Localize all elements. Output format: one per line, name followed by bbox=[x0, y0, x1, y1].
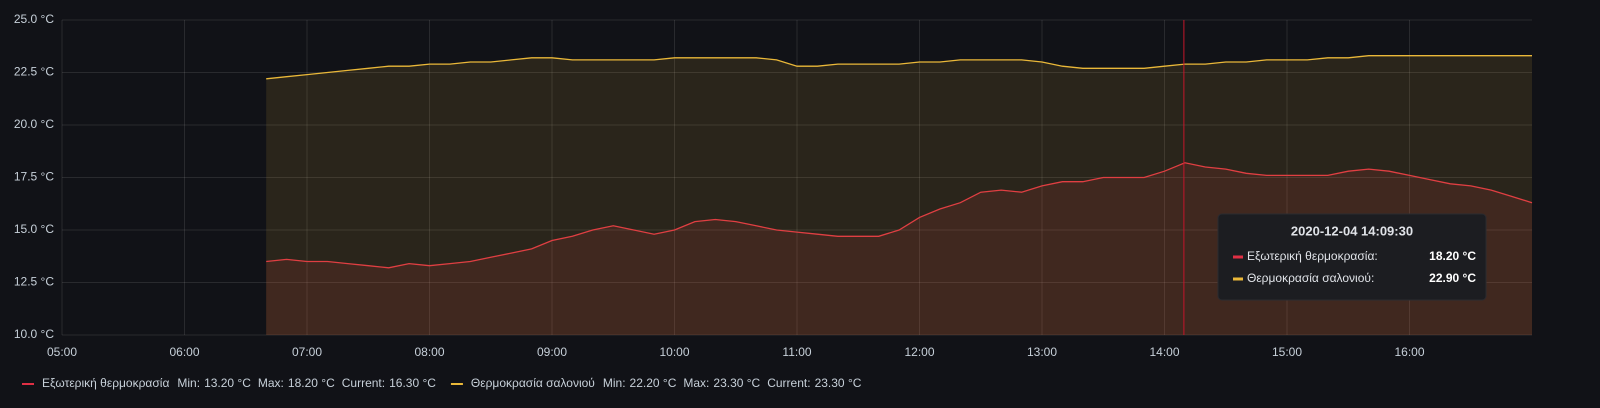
legend-stat-name: Min: bbox=[603, 376, 626, 390]
legend-stat-value: 22.20 °C bbox=[630, 376, 677, 390]
x-tick-label: 11:00 bbox=[782, 345, 811, 359]
tooltip-name: Εξωτερική θερμοκρασία: bbox=[1247, 249, 1378, 263]
series-area bbox=[266, 55, 1533, 335]
y-tick-label: 22.5 °C bbox=[14, 65, 54, 79]
tooltip-value: 18.20 °C bbox=[1429, 249, 1476, 263]
legend-stat-name: Min: bbox=[177, 376, 200, 390]
legend-stat-name: Current: bbox=[342, 376, 385, 390]
y-tick-label: 15.0 °C bbox=[14, 222, 54, 236]
x-tick-label: 14:00 bbox=[1149, 345, 1179, 359]
tooltip-title: 2020-12-04 14:09:30 bbox=[1291, 223, 1413, 238]
x-tick-label: 07:00 bbox=[292, 345, 322, 359]
x-tick-label: 12:00 bbox=[904, 345, 934, 359]
tooltip-box bbox=[1217, 213, 1487, 301]
series-line bbox=[266, 162, 1533, 269]
legend-stat-value: 18.20 °C bbox=[288, 376, 335, 390]
legend-stat-name: Current: bbox=[767, 376, 810, 390]
tooltip: 2020-12-04 14:09:30 Εξωτερική θερμοκρασία… bbox=[1217, 213, 1487, 301]
legend-name: Θερμοκρασία σαλονιού bbox=[471, 376, 595, 390]
legend-stat-value: 23.30 °C bbox=[815, 376, 862, 390]
legend-stat-name: Max: bbox=[258, 376, 284, 390]
y-tick-label: 20.0 °C bbox=[14, 117, 54, 131]
x-tick-label: 16:00 bbox=[1394, 345, 1424, 359]
x-tick-label: 08:00 bbox=[414, 345, 444, 359]
legend-stat-name: Max: bbox=[683, 376, 709, 390]
y-tick-label: 25.0 °C bbox=[14, 12, 54, 26]
tooltip-value: 22.90 °C bbox=[1429, 271, 1476, 285]
legend-name: Εξωτερική θερμοκρασία bbox=[42, 376, 169, 390]
x-tick-label: 05:00 bbox=[47, 345, 77, 359]
legend-stat-value: 16.30 °C bbox=[389, 376, 436, 390]
series-area bbox=[266, 162, 1533, 335]
y-tick-label: 12.5 °C bbox=[14, 275, 54, 289]
y-tick-label: 17.5 °C bbox=[14, 170, 54, 184]
x-tick-label: 15:00 bbox=[1272, 345, 1302, 359]
legend-stat-value: 23.30 °C bbox=[713, 376, 760, 390]
y-tick-label: 10.0 °C bbox=[14, 327, 54, 341]
series-line bbox=[266, 55, 1532, 80]
x-tick-label: 06:00 bbox=[169, 345, 199, 359]
tooltip-name: Θερμοκρασία σαλονιού: bbox=[1247, 271, 1374, 285]
tooltip-swatch bbox=[1233, 277, 1243, 281]
x-tick-label: 09:00 bbox=[537, 345, 567, 359]
x-tick-label: 13:00 bbox=[1027, 345, 1057, 359]
legend-stat-value: 13.20 °C bbox=[204, 376, 251, 390]
x-tick-label: 10:00 bbox=[659, 345, 689, 359]
tooltip-swatch bbox=[1233, 255, 1243, 259]
